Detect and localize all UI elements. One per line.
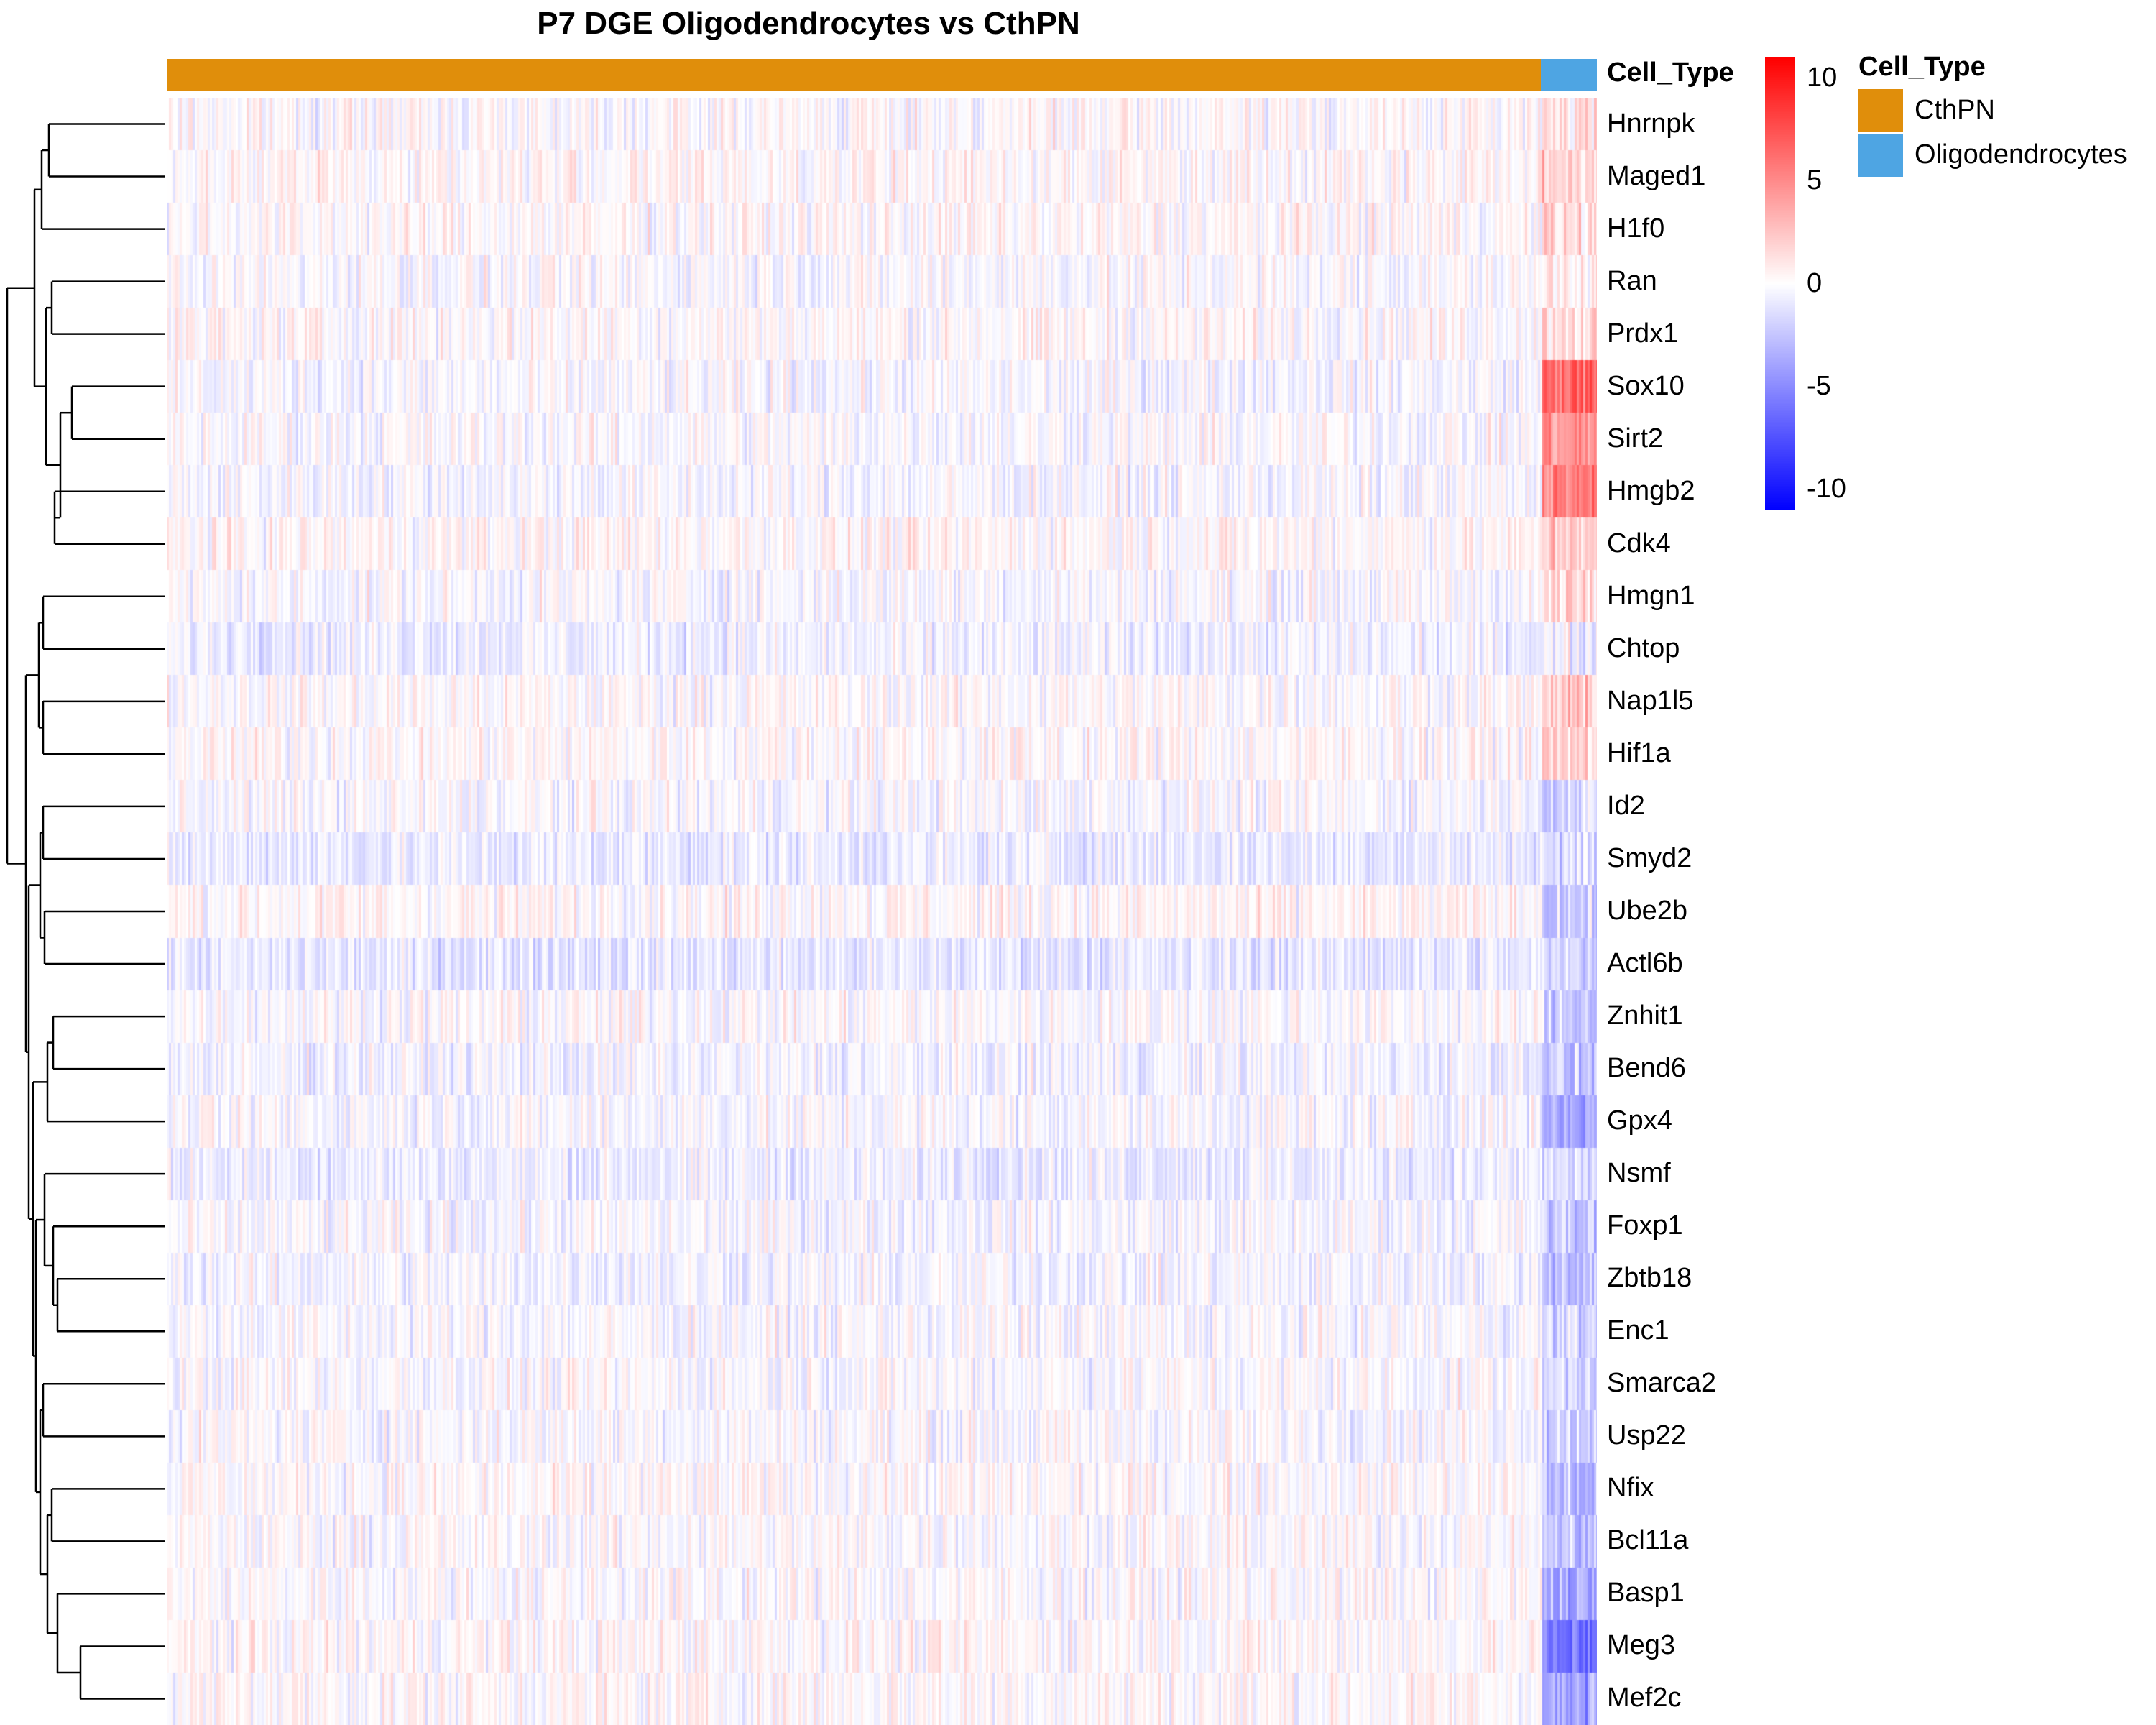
row-label-sirt2: Sirt2 [1607,423,1664,454]
row-label-nsmf: Nsmf [1607,1158,1671,1189]
row-label-id2: Id2 [1607,790,1645,821]
color-scale-bar [1765,58,1795,510]
row-label-hmgb2: Hmgb2 [1607,475,1695,506]
row-label-zbtb18: Zbtb18 [1607,1263,1692,1294]
row-label-actl6b: Actl6b [1607,948,1683,979]
heatmap-grid [167,98,1597,1725]
row-label-smarca2: Smarca2 [1607,1368,1717,1399]
legend-key-cthpn [1858,89,1903,132]
color-scale-tick-label: 10 [1807,62,1838,93]
row-label-basp1: Basp1 [1607,1578,1685,1609]
row-label-foxp1: Foxp1 [1607,1210,1683,1241]
row-label-enc1: Enc1 [1607,1315,1669,1346]
row-label-h1f0: H1f0 [1607,213,1665,244]
row-dendrogram [6,123,165,1700]
row-label-znhit1: Znhit1 [1607,1000,1683,1031]
row-label-hif1a: Hif1a [1607,737,1671,768]
row-label-sox10: Sox10 [1607,370,1685,401]
row-label-smyd2: Smyd2 [1607,842,1692,873]
row-label-chtop: Chtop [1607,632,1680,663]
row-label-meg3: Meg3 [1607,1630,1676,1661]
row-label-prdx1: Prdx1 [1607,318,1679,349]
cell-type-annotation-bar [167,59,1597,91]
color-scale-tick-label: -5 [1807,371,1831,402]
color-scale-tick-label: 5 [1807,165,1823,196]
row-label-ube2b: Ube2b [1607,896,1687,926]
row-label-hnrnpk: Hnrnpk [1607,108,1695,139]
legend-label-oligodendrocytes: Oligodendrocytes [1915,139,2127,170]
legend-key-oligodendrocytes [1858,134,1903,177]
legend-title: Cell_Type [1858,52,1986,82]
row-label-nap1l5: Nap1l5 [1607,685,1694,716]
row-label-bcl11a: Bcl11a [1607,1525,1689,1556]
row-label-nfix: Nfix [1607,1473,1654,1504]
annotation-segment-oligodendrocytes [1541,59,1597,91]
row-label-bend6: Bend6 [1607,1053,1686,1084]
annotation-segment-cthpn [167,59,1542,91]
row-label-hmgn1: Hmgn1 [1607,580,1695,611]
legend-label-cthpn: CthPN [1915,95,1995,125]
chart-title: P7 DGE Oligodendrocytes vs CthPN [537,6,1080,41]
row-label-maged1: Maged1 [1607,160,1706,191]
row-label-gpx4: Gpx4 [1607,1105,1672,1136]
annotation-label: Cell_Type [1607,58,1734,88]
row-label-cdk4: Cdk4 [1607,528,1671,558]
color-scale-tick-label: 0 [1807,268,1823,298]
row-label-usp22: Usp22 [1607,1420,1686,1451]
color-scale-tick-label: -10 [1807,474,1846,505]
row-label-mef2c: Mef2c [1607,1683,1682,1714]
row-label-ran: Ran [1607,265,1657,296]
